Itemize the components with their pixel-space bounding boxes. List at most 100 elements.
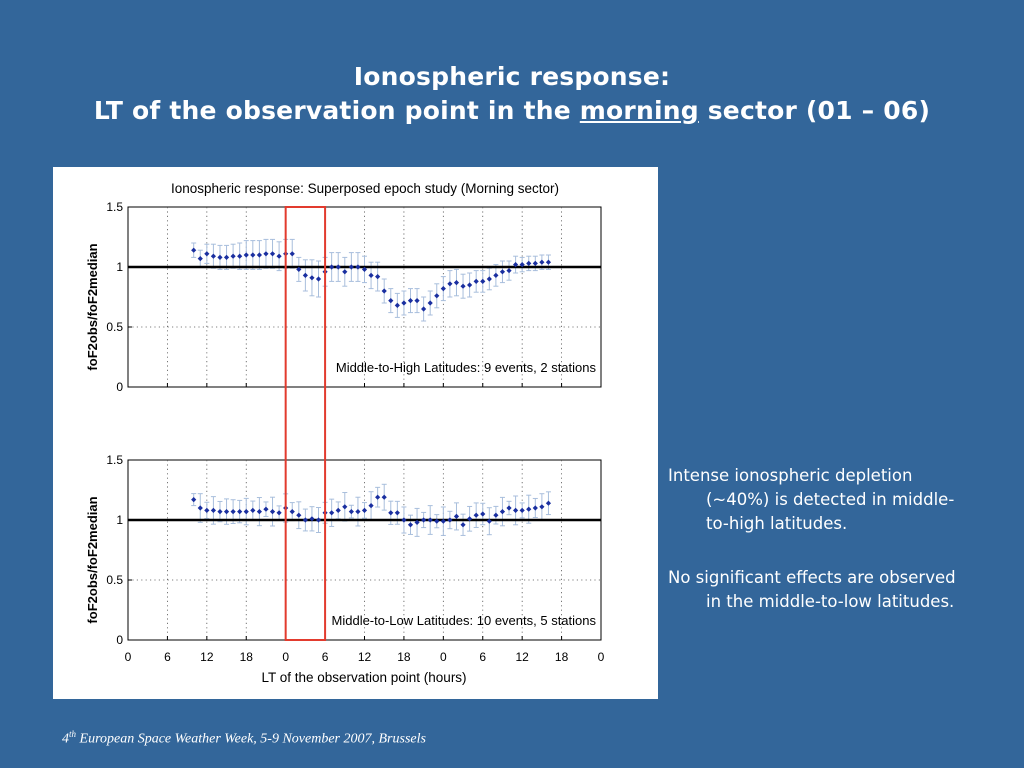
panel-annotation-bottom: Middle-to-Low Latitudes: 10 events, 5 st… <box>332 613 597 628</box>
data-point-bottom <box>506 505 512 511</box>
data-point-bottom <box>191 497 197 503</box>
data-point-bottom <box>329 510 335 516</box>
footer-superscript: th <box>69 729 77 739</box>
data-point-bottom <box>276 510 282 516</box>
data-point-top <box>493 272 499 278</box>
data-point-top <box>250 252 256 258</box>
data-point-top <box>191 247 197 253</box>
title-line-2: LT of the observation point in the morni… <box>0 94 1024 128</box>
data-point-top <box>421 306 427 312</box>
data-point-bottom <box>256 509 262 515</box>
y-tick-label-bottom: 0 <box>116 633 123 647</box>
data-point-top <box>407 298 414 304</box>
data-point-bottom <box>335 507 341 513</box>
data-point-top <box>355 264 361 270</box>
data-point-top <box>204 251 210 257</box>
data-point-bottom <box>342 504 348 510</box>
data-point-bottom <box>532 505 538 511</box>
plot-panel-bottom: 0 0.5 1 1.5 foF2obs/foF2median Middle-to-Low … <box>85 453 605 664</box>
data-point-bottom <box>460 522 466 528</box>
data-point-top <box>434 293 440 299</box>
x-tick-label: 12 <box>515 650 529 664</box>
note-paragraph-2: No significant effects are observed in t… <box>668 568 956 611</box>
data-point-bottom <box>381 494 387 500</box>
chart-title: Ionospheric response: Superposed epoch s… <box>171 181 559 196</box>
data-point-bottom <box>493 512 499 518</box>
data-point-top <box>519 262 525 268</box>
data-point-bottom <box>197 505 203 511</box>
x-tick-label: 6 <box>322 650 329 664</box>
footer-citation: 4th European Space Weather Week, 5-9 Nov… <box>62 729 426 748</box>
data-point-bottom <box>315 517 322 523</box>
data-point-bottom <box>526 506 532 512</box>
data-point-bottom <box>204 507 210 513</box>
y-tick-label-top: 0 <box>116 380 123 394</box>
data-point-top <box>315 276 322 282</box>
data-point-top <box>539 259 545 265</box>
side-notes: Intense ionospheric depletion (~40%) is … <box>668 464 968 614</box>
note-paragraph-1: Intense ionospheric depletion (~40%) is … <box>668 466 955 533</box>
data-point-top <box>256 252 262 258</box>
x-tick-label: 0 <box>598 650 605 664</box>
data-point-bottom <box>545 500 552 506</box>
data-point-top <box>348 264 354 270</box>
data-point-top <box>302 272 308 278</box>
data-point-bottom <box>302 517 308 523</box>
data-point-bottom <box>230 509 236 515</box>
x-tick-label: 12 <box>358 650 372 664</box>
title-line-2-pre: LT of the observation point in the <box>93 96 571 125</box>
data-point-top <box>427 300 433 306</box>
plot-panel-top: 0 0.5 1 1.5 foF2obs/foF2median Middle-to-High… <box>85 200 602 394</box>
data-point-bottom <box>447 517 453 523</box>
x-tick-label: 0 <box>282 650 289 664</box>
data-point-bottom <box>243 509 249 515</box>
data-point-bottom <box>348 509 354 515</box>
title-line-2-post: sector (01 – 06) <box>707 96 931 125</box>
figure-panel: Ionospheric response: Superposed epoch s… <box>53 167 658 699</box>
data-point-top <box>526 260 532 266</box>
x-tick-label: 18 <box>397 650 411 664</box>
data-point-bottom <box>434 518 440 524</box>
y-tick-label-bottom: 0.5 <box>106 573 123 587</box>
y-tick-label-top: 1 <box>116 260 123 274</box>
data-point-bottom <box>355 509 361 515</box>
title-emphasis: morning <box>579 96 699 125</box>
data-point-bottom <box>296 512 302 518</box>
data-point-top <box>512 262 519 268</box>
data-point-bottom <box>414 519 420 525</box>
x-axis-label: LT of the observation point (hours) <box>261 670 466 685</box>
data-point-bottom <box>309 516 315 522</box>
x-tick-label: 6 <box>164 650 171 664</box>
x-tick-label: 18 <box>555 650 569 664</box>
x-tick-label: 12 <box>200 650 214 664</box>
footer-text: European Space Weather Week, 5-9 Novembe… <box>76 731 426 747</box>
y-tick-label-bottom: 1.5 <box>106 453 123 467</box>
data-point-bottom <box>361 507 368 513</box>
data-point-bottom <box>269 509 276 515</box>
data-point-bottom <box>512 507 519 513</box>
data-point-bottom <box>237 509 243 515</box>
data-point-bottom <box>388 510 394 516</box>
panel-annotation-top: Middle-to-High Latitudes: 9 events, 2 st… <box>336 360 597 375</box>
data-point-bottom <box>539 504 545 510</box>
data-point-top <box>486 276 492 282</box>
superposed-epoch-chart: Ionospheric response: Superposed epoch s… <box>85 181 605 685</box>
data-point-bottom <box>467 516 473 522</box>
data-point-top <box>329 264 335 270</box>
data-point-bottom <box>375 494 381 500</box>
x-tick-label: 6 <box>479 650 486 664</box>
morning-highlight-window <box>284 206 327 641</box>
slide-title: Ionospheric response: LT of the observat… <box>0 60 1024 128</box>
data-point-top <box>243 252 249 258</box>
data-point-bottom <box>440 518 446 524</box>
data-point-top <box>276 253 282 259</box>
y-axis-label-bottom: foF2obs/foF2median <box>85 496 100 623</box>
data-point-bottom <box>407 522 414 528</box>
data-point-top <box>335 264 341 270</box>
data-point-bottom <box>217 509 223 515</box>
data-point-bottom <box>499 509 506 515</box>
data-point-bottom <box>486 518 492 524</box>
data-point-bottom <box>427 517 433 523</box>
x-tick-label: 0 <box>440 650 447 664</box>
data-point-bottom <box>250 507 256 513</box>
